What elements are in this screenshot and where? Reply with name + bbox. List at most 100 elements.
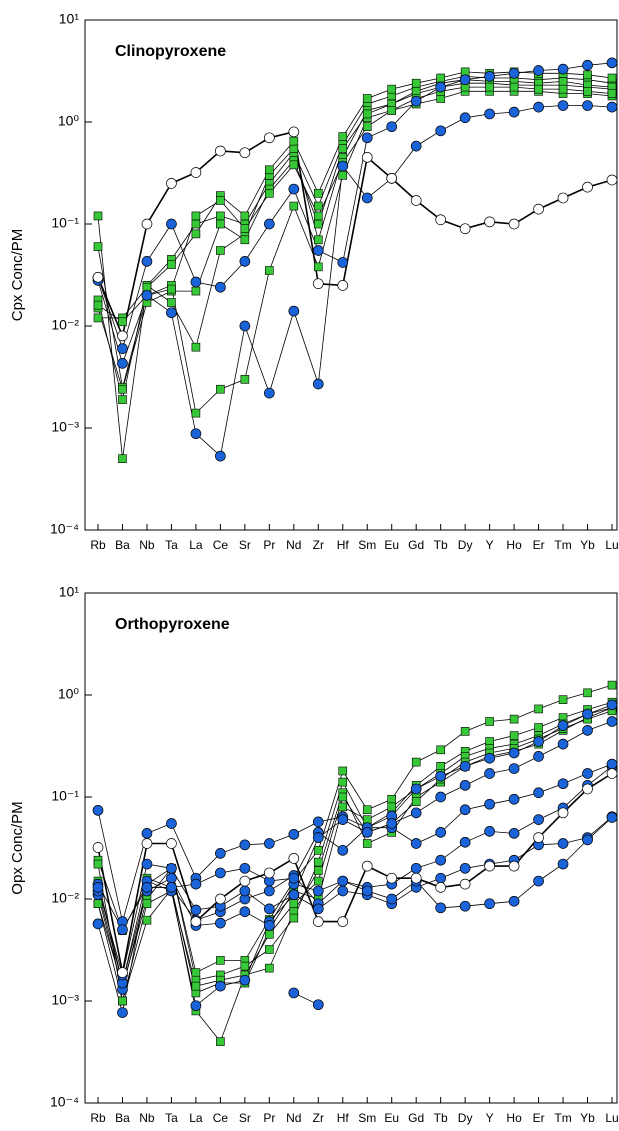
data-point (410, 140, 422, 152)
data-point (337, 814, 349, 825)
x-tick-label: Dy (458, 1111, 473, 1125)
x-tick-label: Sm (358, 1111, 376, 1125)
data-point (411, 78, 421, 88)
x-tick-label: Ce (213, 538, 229, 552)
y-tick-label: 10⁻² (51, 317, 79, 333)
data-point (288, 853, 300, 864)
data-point (361, 885, 373, 897)
data-point (191, 229, 201, 239)
data-point (582, 181, 593, 193)
data-point (337, 160, 349, 172)
series-line (97, 704, 613, 922)
data-point (239, 885, 251, 897)
data-point (313, 201, 323, 211)
data-point (265, 945, 274, 954)
data-point (239, 256, 251, 267)
data-point (166, 862, 177, 874)
data-point (93, 242, 103, 251)
data-point (190, 276, 202, 288)
x-tick-label: Nd (286, 1111, 301, 1125)
data-point (216, 219, 225, 229)
data-point (557, 778, 569, 790)
data-point (239, 974, 251, 986)
data-point (557, 738, 569, 750)
x-tick-label: Rb (90, 538, 106, 552)
data-point (435, 125, 447, 137)
data-point (117, 358, 128, 369)
chart-title: Clinopyroxene (115, 43, 226, 60)
data-point (190, 904, 202, 916)
data-point (508, 895, 520, 907)
x-tick-label: Tb (434, 1111, 448, 1125)
series-line (98, 71, 613, 319)
data-point (118, 395, 127, 404)
data-point (190, 878, 202, 890)
x-tick-label: Hf (337, 1111, 350, 1125)
data-point (312, 816, 324, 828)
data-point (265, 188, 274, 198)
data-point (533, 814, 544, 825)
data-point (533, 787, 544, 799)
data-point (117, 343, 128, 354)
data-point (289, 144, 299, 153)
data-point (313, 876, 323, 886)
x-tick-label: Sr (239, 1111, 251, 1125)
data-point (141, 256, 153, 267)
data-point (387, 802, 397, 812)
data-point (484, 860, 495, 872)
data-point (582, 59, 593, 71)
series-line (97, 701, 613, 988)
data-point (240, 961, 250, 971)
data-point (240, 375, 250, 384)
data-point (361, 152, 373, 163)
data-point (167, 284, 176, 294)
data-point (459, 223, 471, 235)
data-point (239, 839, 251, 851)
data-point (265, 165, 274, 175)
series-line (97, 90, 613, 414)
data-point (166, 872, 177, 884)
data-point (362, 94, 372, 103)
data-point (117, 924, 128, 936)
series-line (97, 817, 613, 990)
data-point (312, 278, 324, 290)
data-point (386, 893, 398, 905)
plot-frame (84, 19, 618, 531)
data-point (558, 695, 568, 704)
data-point (582, 783, 593, 795)
data-point (606, 699, 618, 711)
data-point (215, 893, 226, 905)
data-point (216, 384, 225, 394)
x-tick-label: Zr (313, 538, 324, 552)
data-point (435, 214, 447, 226)
data-point (534, 723, 543, 732)
data-point (190, 1000, 202, 1012)
data-point (557, 63, 569, 75)
data-point (583, 70, 592, 80)
data-point (313, 219, 323, 229)
y-tick-label: 10⁻³ (51, 992, 79, 1008)
data-point (337, 257, 349, 268)
data-point (362, 805, 372, 815)
data-point (240, 235, 250, 245)
data-point (337, 885, 349, 897)
x-tick-label: Ce (213, 1111, 229, 1125)
data-point (93, 211, 103, 221)
data-point (484, 108, 495, 120)
data-point (459, 878, 471, 890)
data-point (191, 342, 201, 352)
data-point (410, 95, 422, 107)
data-point (435, 827, 447, 838)
data-point (435, 791, 447, 803)
data-point (484, 752, 495, 764)
x-tick-label: Pr (263, 538, 275, 552)
series-line (97, 721, 613, 976)
x-tick-label: Nd (286, 538, 301, 552)
data-point (338, 777, 348, 787)
data-point (215, 917, 226, 929)
y-tick-label: 10⁻¹ (51, 215, 79, 231)
data-point (263, 903, 275, 915)
data-point (459, 74, 471, 86)
data-point (313, 866, 323, 875)
data-point (508, 828, 520, 839)
